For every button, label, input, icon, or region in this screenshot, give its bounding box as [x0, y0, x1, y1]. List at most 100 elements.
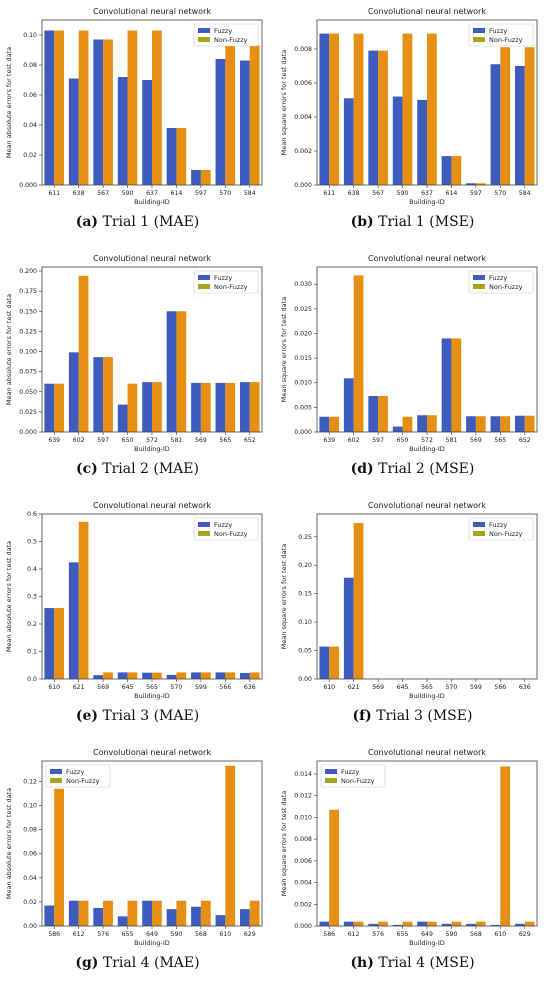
- bar-fuzzy: [191, 672, 201, 679]
- bar-nonfuzzy: [103, 672, 113, 679]
- bar-fuzzy: [490, 64, 501, 185]
- x-tick-label: 597: [470, 190, 482, 197]
- x-tick-label: 610: [323, 684, 335, 691]
- y-tick-label: 0.100: [19, 349, 37, 356]
- bar-fuzzy: [319, 33, 330, 185]
- bar-fuzzy: [490, 416, 501, 432]
- bar-fuzzy: [44, 608, 55, 679]
- y-tick-label: 0.05: [298, 648, 312, 655]
- chart-title: Convolutional neural network: [368, 748, 486, 757]
- x-tick-label: 602: [73, 437, 85, 444]
- x-tick-label: 637: [421, 190, 433, 197]
- bar-nonfuzzy: [524, 415, 535, 432]
- legend-label-fuzzy: Fuzzy: [341, 768, 359, 776]
- figure-caption: (a) Trial 1 (MAE): [75, 214, 200, 230]
- bar-nonfuzzy: [78, 30, 89, 185]
- bar-nonfuzzy: [402, 416, 413, 432]
- y-tick-label: 0.08: [23, 62, 37, 69]
- bar-nonfuzzy: [378, 50, 388, 185]
- legend-label-fuzzy: Fuzzy: [489, 27, 507, 35]
- x-tick-label: 639: [323, 437, 335, 444]
- bar-fuzzy: [166, 311, 177, 432]
- legend-swatch-nonfuzzy: [473, 284, 485, 289]
- bar-fuzzy: [191, 906, 201, 926]
- bar-chart: Convolutional neural network 0.000 0.005 0.…: [280, 254, 538, 453]
- chart-panel-trial2-mae: Convolutional neural network 0.000 0.025 0.…: [0, 247, 275, 494]
- x-tick-label: 655: [122, 931, 134, 938]
- bar-fuzzy: [240, 909, 250, 926]
- x-tick-label: 614: [446, 190, 458, 197]
- bar-nonfuzzy: [78, 521, 89, 679]
- y-tick-label: 0.020: [294, 330, 312, 337]
- y-tick-label: 0.175: [19, 288, 37, 295]
- chart-title: Convolutional neural network: [93, 7, 211, 16]
- x-tick-label: 581: [446, 437, 458, 444]
- x-tick-label: 612: [73, 931, 85, 938]
- y-tick-label: 0.10: [23, 32, 37, 39]
- bar-fuzzy: [68, 352, 79, 432]
- y-axis-label: Mean absolute errors for test data: [5, 47, 13, 158]
- bar-fuzzy: [93, 675, 104, 679]
- bar-nonfuzzy: [200, 382, 211, 432]
- y-tick-label: 0.0: [27, 676, 37, 683]
- bar-nonfuzzy: [127, 672, 138, 679]
- bar-nonfuzzy: [500, 766, 511, 926]
- y-tick-label: 0.006: [294, 80, 312, 87]
- figure-caption: (e) Trial 3 (MAE): [75, 708, 200, 724]
- bar-fuzzy: [68, 78, 79, 185]
- x-tick-label: 569: [195, 437, 207, 444]
- chart-panel-trial1-mae: Convolutional neural network 0.000 0.02 0.0…: [0, 0, 275, 247]
- bar-nonfuzzy: [152, 672, 162, 679]
- legend-label-fuzzy: Fuzzy: [489, 274, 507, 282]
- bar-nonfuzzy: [225, 765, 236, 926]
- figure-caption: (g) Trial 4 (MAE): [75, 955, 200, 971]
- x-axis-label: Building-ID: [409, 939, 445, 947]
- bar-nonfuzzy: [451, 338, 462, 432]
- legend-label-nonfuzzy: Non-Fuzzy: [214, 283, 248, 291]
- bar-fuzzy: [44, 30, 55, 185]
- bar-fuzzy: [215, 915, 226, 926]
- bar-fuzzy: [515, 415, 525, 432]
- chart-panel-trial2-mse: Convolutional neural network 0.000 0.005 0.…: [275, 247, 550, 494]
- bar-nonfuzzy: [200, 900, 211, 926]
- bar-nonfuzzy: [127, 900, 138, 926]
- bar-nonfuzzy: [353, 921, 364, 926]
- x-tick-label: 570: [219, 190, 231, 197]
- x-tick-label: 621: [73, 684, 85, 691]
- legend-swatch-fuzzy: [473, 28, 485, 33]
- y-tick-label: 0.012: [294, 793, 312, 800]
- bar-fuzzy: [417, 99, 427, 185]
- bar-nonfuzzy: [225, 382, 236, 432]
- bar-nonfuzzy: [176, 311, 187, 432]
- bar-nonfuzzy: [54, 383, 64, 432]
- plot-frame: [316, 760, 538, 927]
- bar-nonfuzzy: [475, 416, 486, 432]
- bar-nonfuzzy: [103, 357, 113, 432]
- legend-label-nonfuzzy: Non-Fuzzy: [341, 777, 375, 785]
- chart-title: Convolutional neural network: [368, 254, 486, 263]
- x-axis-label: Building-ID: [134, 445, 170, 453]
- x-tick-label: 645: [397, 684, 409, 691]
- y-tick-label: 0.3: [27, 594, 37, 601]
- y-tick-label: 0.006: [294, 858, 312, 865]
- y-tick-label: 0.20: [298, 562, 312, 569]
- bar-nonfuzzy: [427, 921, 437, 926]
- bar-chart: Convolutional neural network 0.000 0.02 0.0…: [5, 7, 263, 206]
- y-tick-label: 0.06: [23, 92, 37, 99]
- chart-panel-trial4-mse: Convolutional neural network 0.000 0.002 0.…: [275, 741, 550, 988]
- x-tick-label: 612: [348, 931, 360, 938]
- bar-chart: Convolutional neural network 0.000 0.002 0.…: [280, 748, 538, 947]
- bar-nonfuzzy: [54, 788, 64, 926]
- x-axis-label: Building-ID: [409, 445, 445, 453]
- x-tick-label: 611: [48, 190, 60, 197]
- y-axis-label: Mean square errors for test data: [280, 791, 288, 896]
- bar-fuzzy: [466, 183, 476, 185]
- bar-nonfuzzy: [127, 30, 138, 185]
- bar-fuzzy: [142, 382, 152, 432]
- bar-nonfuzzy: [353, 33, 364, 185]
- bar-fuzzy: [166, 128, 177, 185]
- x-tick-label: 599: [195, 684, 207, 691]
- bar-fuzzy: [490, 924, 501, 926]
- legend-swatch-fuzzy: [198, 522, 210, 527]
- bar-fuzzy: [117, 916, 128, 926]
